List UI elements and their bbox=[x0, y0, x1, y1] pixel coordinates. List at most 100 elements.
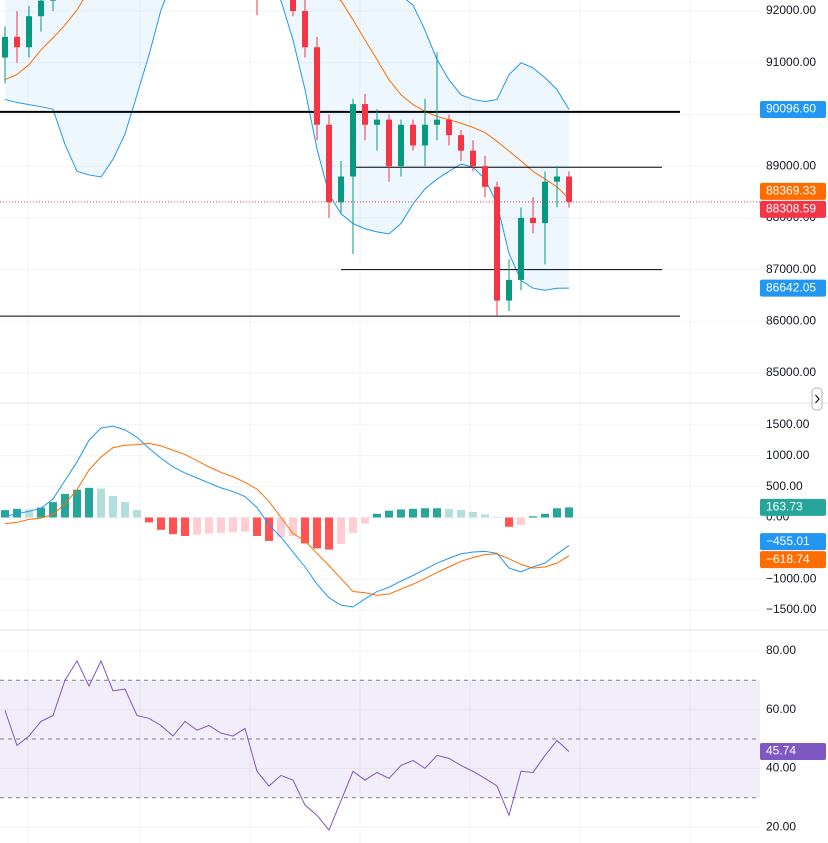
candle-body bbox=[470, 150, 476, 167]
histogram-bar bbox=[433, 508, 441, 518]
candle-body bbox=[38, 0, 44, 17]
candle-body bbox=[290, 0, 296, 12]
histogram-bar bbox=[217, 517, 225, 533]
histogram-bar bbox=[409, 508, 417, 518]
y-tick-label: 40.00 bbox=[766, 761, 796, 775]
candle-body bbox=[494, 186, 500, 301]
histogram-bar bbox=[97, 488, 105, 518]
price-label: −618.74 bbox=[766, 552, 810, 566]
candle-body bbox=[350, 104, 356, 177]
histogram-bar bbox=[481, 514, 489, 518]
histogram-bar bbox=[289, 517, 297, 537]
price-label-box bbox=[760, 551, 826, 569]
macd-line bbox=[4, 425, 570, 608]
histogram-bar bbox=[145, 517, 153, 523]
histogram-bar bbox=[229, 517, 237, 533]
y-tick-label: −1500.00 bbox=[766, 602, 817, 616]
candle-body bbox=[422, 124, 428, 146]
histogram-bar bbox=[313, 517, 321, 549]
y-tick-label: 91000.00 bbox=[766, 55, 816, 69]
histogram-bar bbox=[265, 517, 273, 541]
price-label: 45.74 bbox=[766, 744, 796, 758]
upper-band bbox=[405, 0, 570, 110]
histogram-bar bbox=[61, 494, 69, 518]
candle-body bbox=[554, 176, 560, 182]
candle-body bbox=[398, 124, 404, 167]
histogram-bar bbox=[553, 508, 561, 518]
histogram-bar bbox=[49, 502, 57, 518]
candle-body bbox=[542, 181, 548, 224]
y-tick-label: 60.00 bbox=[766, 702, 796, 716]
histogram-bar bbox=[37, 507, 45, 518]
histogram-bar bbox=[517, 517, 525, 525]
candle-body bbox=[458, 135, 464, 151]
histogram-bar bbox=[277, 517, 285, 538]
candle-body bbox=[482, 166, 488, 187]
histogram-bar bbox=[457, 510, 465, 518]
band-fill bbox=[5, 0, 569, 291]
candle-body bbox=[446, 119, 452, 136]
histogram-bar bbox=[25, 509, 33, 518]
price-label-box bbox=[760, 200, 826, 218]
histogram-bar bbox=[361, 517, 369, 524]
histogram-bar bbox=[181, 517, 189, 537]
price-label: 88308.59 bbox=[766, 202, 816, 216]
y-tick-label: 20.00 bbox=[766, 819, 796, 833]
y-tick-label: 86000.00 bbox=[766, 313, 816, 327]
price-label: 86642.05 bbox=[766, 280, 816, 294]
price-label-box bbox=[760, 498, 826, 516]
candle-body bbox=[506, 279, 512, 301]
middle-band bbox=[4, 0, 570, 200]
vertical-grid bbox=[27, 0, 691, 843]
histogram-bar bbox=[13, 508, 21, 518]
signal-line bbox=[4, 442, 570, 596]
histogram-bar bbox=[121, 502, 129, 518]
y-tick-label: 89000.00 bbox=[766, 158, 816, 172]
histogram-bar bbox=[397, 509, 405, 518]
y-tick-label: −1000.00 bbox=[766, 571, 817, 585]
histogram-bar bbox=[157, 517, 165, 530]
y-tick-label: 85000.00 bbox=[766, 365, 816, 379]
histogram-bar bbox=[241, 517, 249, 532]
candle-body bbox=[26, 16, 32, 48]
histogram-bar bbox=[349, 517, 357, 533]
candle-body bbox=[302, 11, 308, 48]
y-tick-label: 500.00 bbox=[766, 479, 803, 493]
histogram-bar bbox=[445, 508, 453, 518]
histogram-bar bbox=[385, 510, 393, 518]
histogram-bar bbox=[109, 495, 117, 518]
price-label-box bbox=[760, 279, 826, 297]
candle-body bbox=[374, 119, 380, 125]
y-tick-label: 80.00 bbox=[766, 643, 796, 657]
candle-body bbox=[362, 104, 368, 125]
price-label-box bbox=[760, 100, 826, 118]
price-label: 163.73 bbox=[766, 500, 803, 514]
pane bbox=[0, 424, 760, 611]
histogram-bar bbox=[373, 513, 381, 518]
price-label: 88369.33 bbox=[766, 184, 816, 198]
candle-body bbox=[386, 119, 392, 167]
y-tick-label: 87000.00 bbox=[766, 262, 816, 276]
histogram-bar bbox=[505, 517, 513, 527]
histogram-bar bbox=[253, 517, 261, 537]
candle-body bbox=[566, 176, 572, 202]
candle-body bbox=[338, 176, 344, 203]
histogram-bar bbox=[325, 517, 333, 550]
lower-band bbox=[4, 0, 570, 291]
histogram-bar bbox=[421, 508, 429, 518]
histogram-bar bbox=[565, 507, 573, 518]
scroll-button[interactable] bbox=[811, 387, 823, 411]
histogram-bar bbox=[301, 517, 309, 544]
histogram-bar bbox=[169, 517, 177, 535]
candle-body bbox=[518, 217, 524, 280]
histogram-bar bbox=[193, 517, 201, 535]
candle-body bbox=[530, 217, 536, 224]
price-label: 90096.60 bbox=[766, 102, 816, 116]
pane bbox=[0, 0, 760, 374]
price-label-box bbox=[760, 533, 826, 551]
candle-body bbox=[434, 119, 440, 125]
histogram-bar bbox=[529, 516, 537, 518]
candle-body bbox=[410, 124, 416, 146]
